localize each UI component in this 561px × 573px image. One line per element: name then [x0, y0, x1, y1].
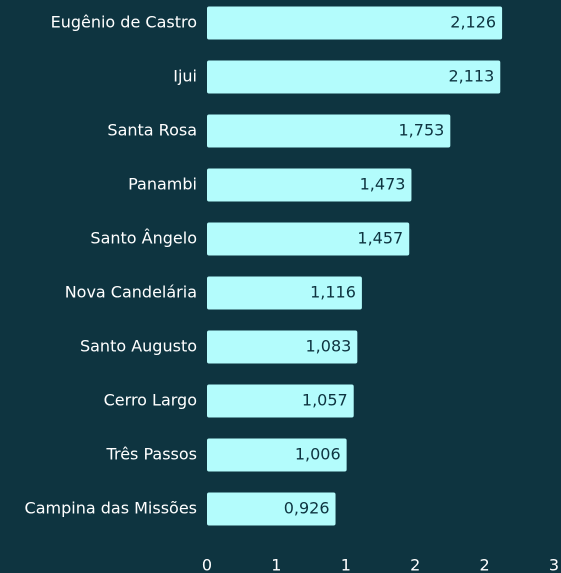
category-label: Ijui — [173, 67, 197, 86]
value-label: 1,116 — [310, 283, 356, 302]
bar — [207, 114, 451, 148]
category-label: Santo Augusto — [80, 337, 197, 356]
bar — [207, 330, 358, 364]
bar — [207, 492, 336, 526]
category-label: Campina das Missões — [25, 499, 197, 518]
x-tick-label: 2 — [480, 556, 490, 573]
bar — [207, 384, 354, 418]
bar — [207, 6, 503, 40]
category-label: Eugênio de Castro — [51, 13, 197, 32]
category-label: Santa Rosa — [107, 121, 197, 140]
bar — [207, 222, 410, 256]
value-label: 0,926 — [284, 499, 330, 518]
category-label: Cerro Largo — [104, 391, 197, 410]
value-label: 1,057 — [302, 391, 348, 410]
value-label: 1,473 — [360, 175, 406, 194]
x-tick-label: 0 — [202, 556, 212, 573]
category-label: Três Passos — [106, 445, 197, 464]
category-label: Panambi — [128, 175, 197, 194]
bar — [207, 168, 412, 202]
bar — [207, 276, 362, 310]
value-label: 1,006 — [295, 445, 341, 464]
x-tick-label: 3 — [549, 556, 559, 573]
value-label: 2,113 — [448, 67, 494, 86]
category-label: Santo Ângelo — [90, 229, 197, 248]
bar — [207, 60, 501, 94]
value-label: 2,126 — [450, 13, 496, 32]
value-label: 1,083 — [306, 337, 352, 356]
value-label: 1,753 — [399, 121, 445, 140]
bar — [207, 438, 347, 472]
x-tick-label: 1 — [271, 556, 281, 573]
category-label: Nova Candelária — [65, 283, 197, 302]
value-label: 1,457 — [357, 229, 403, 248]
x-tick-label: 2 — [410, 556, 420, 573]
x-tick-label: 1 — [341, 556, 351, 573]
